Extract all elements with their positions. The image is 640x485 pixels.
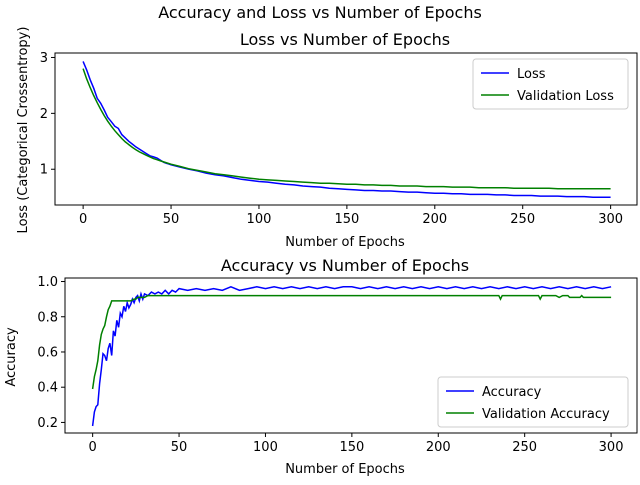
- accuracy-x-tick-label: 0: [89, 440, 97, 455]
- loss-x-tick-label: 250: [510, 212, 535, 227]
- loss-y-axis-label: Loss (Categorical Crossentropy): [16, 27, 31, 234]
- accuracy-legend: Accuracy Validation Accuracy: [437, 376, 629, 428]
- loss-y-tick-label: 1: [40, 163, 48, 178]
- loss-x-tick-label: 150: [334, 212, 359, 227]
- accuracy-x-tick-label: 250: [512, 440, 537, 455]
- accuracy-subplot: Accuracy vs Number of Epochs Number of E…: [4, 256, 638, 477]
- accuracy-legend-label: Validation Accuracy: [482, 407, 610, 422]
- accuracy-x-tick-label: 300: [599, 440, 624, 455]
- accuracy-y-tick-label: 0.4: [37, 381, 58, 396]
- accuracy-series-train-line: [91, 285, 612, 427]
- loss-y-tick-label: 2: [40, 107, 48, 122]
- loss-legend-box: [472, 58, 629, 110]
- loss-y-tick-label: 3: [40, 51, 48, 66]
- accuracy-y-tick-label: 1.0: [37, 275, 58, 290]
- loss-x-tick-label: 100: [247, 212, 272, 227]
- loss-x-tick-label: 0: [79, 212, 87, 227]
- loss-subplot: Loss vs Number of Epochs Number of Epoch…: [16, 27, 638, 250]
- accuracy-axes-frame: [64, 277, 638, 434]
- figure-title: Accuracy and Loss vs Number of Epochs: [158, 3, 482, 22]
- accuracy-x-axis-label: Number of Epochs: [285, 462, 405, 477]
- accuracy-x-tick-label: 100: [253, 440, 278, 455]
- accuracy-y-axis-label: Accuracy: [4, 327, 19, 387]
- accuracy-legend-box: [437, 376, 629, 428]
- accuracy-series-validation-line: [91, 294, 612, 390]
- accuracy-y-tick-label: 0.2: [37, 416, 58, 431]
- loss-x-tick-label: 50: [163, 212, 180, 227]
- accuracy-x-tick-label: 50: [171, 440, 188, 455]
- loss-x-tick-label: 300: [598, 212, 623, 227]
- loss-axes-frame: [54, 52, 638, 206]
- accuracy-x-tick-label: 200: [426, 440, 451, 455]
- accuracy-chart-title: Accuracy vs Number of Epochs: [221, 256, 469, 275]
- loss-x-axis-label: Number of Epochs: [285, 235, 405, 250]
- accuracy-x-tick-label: 150: [339, 440, 364, 455]
- loss-legend: Loss Validation Loss: [472, 58, 629, 110]
- loss-chart-title: Loss vs Number of Epochs: [240, 30, 450, 49]
- accuracy-y-tick-label: 0.6: [37, 345, 58, 360]
- loss-legend-label: Loss: [517, 67, 546, 82]
- loss-series-validation-line: [82, 68, 611, 190]
- loss-x-tick-label: 200: [422, 212, 447, 227]
- loss-legend-label: Validation Loss: [517, 89, 614, 104]
- accuracy-legend-label: Accuracy: [482, 385, 542, 400]
- accuracy-y-tick-label: 0.8: [37, 310, 58, 325]
- loss-series-train-line: [82, 61, 611, 198]
